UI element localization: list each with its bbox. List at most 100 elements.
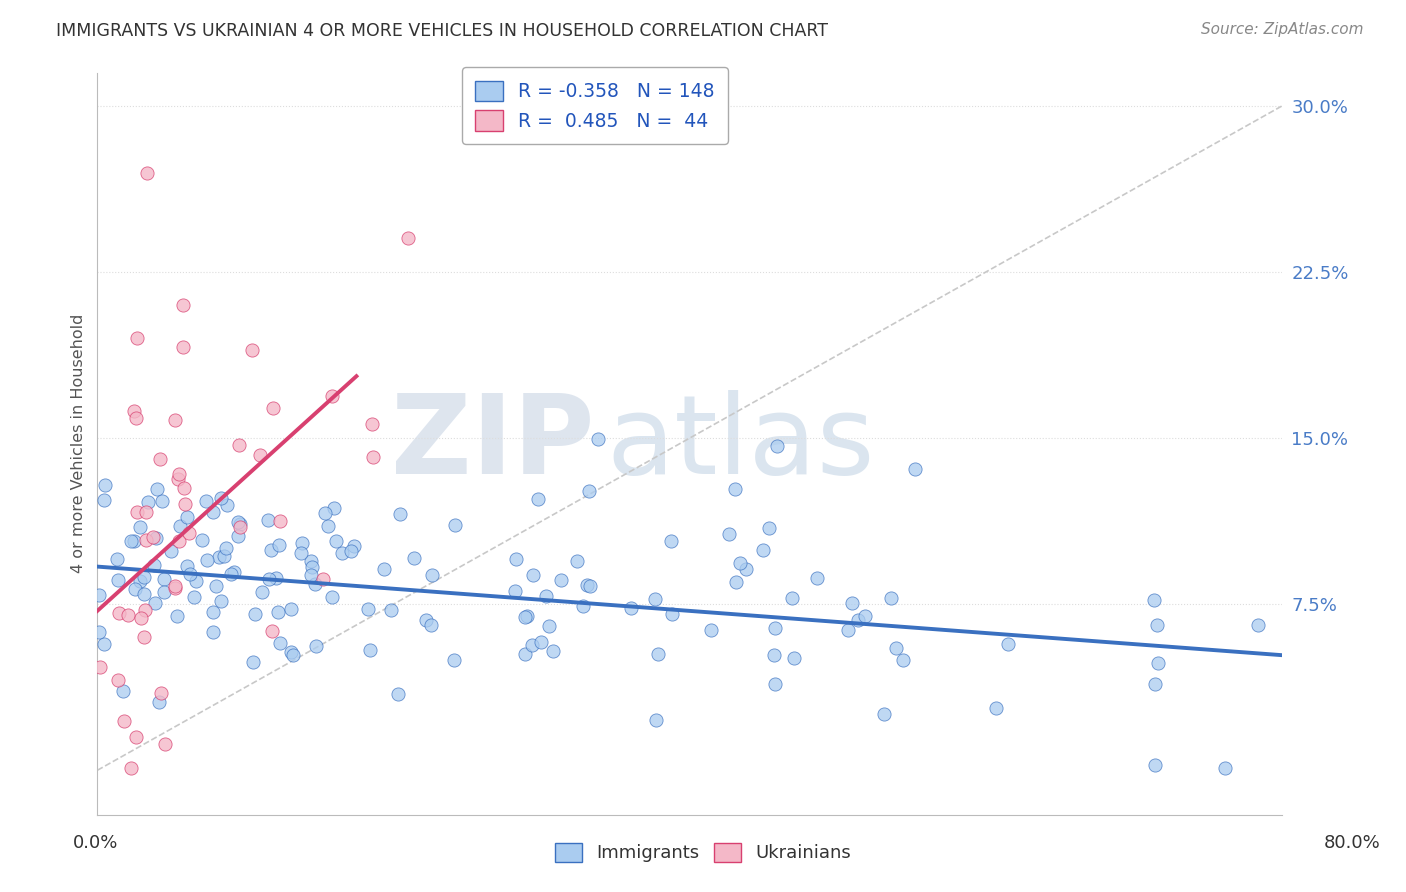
Point bbox=[169, 534, 191, 549]
Point bbox=[108, 606, 131, 620]
Point bbox=[150, 493, 173, 508]
Point bbox=[179, 566, 201, 581]
Point bbox=[880, 591, 903, 606]
Point bbox=[505, 551, 527, 566]
Point bbox=[132, 570, 155, 584]
Point bbox=[530, 635, 553, 649]
Point bbox=[1144, 677, 1167, 691]
Point bbox=[281, 648, 304, 663]
Point bbox=[176, 510, 198, 524]
Point bbox=[107, 673, 129, 687]
Point bbox=[215, 498, 238, 512]
Point bbox=[1143, 593, 1166, 607]
Point bbox=[373, 562, 395, 576]
Point bbox=[661, 607, 683, 621]
Point bbox=[135, 533, 157, 548]
Point bbox=[853, 608, 876, 623]
Point bbox=[301, 554, 323, 568]
Point bbox=[172, 340, 194, 354]
Point bbox=[194, 494, 217, 508]
Point bbox=[321, 590, 343, 604]
Point bbox=[550, 574, 572, 588]
Point bbox=[163, 582, 186, 596]
Point bbox=[202, 505, 225, 519]
Point bbox=[415, 613, 437, 627]
Point bbox=[513, 647, 536, 661]
Point bbox=[229, 520, 252, 534]
Point bbox=[120, 533, 142, 548]
Point bbox=[806, 571, 828, 585]
Point bbox=[262, 624, 284, 639]
Point bbox=[644, 592, 666, 607]
Point bbox=[724, 574, 747, 589]
Point bbox=[243, 607, 266, 622]
Point bbox=[1247, 617, 1270, 632]
Point bbox=[763, 677, 786, 691]
Point bbox=[183, 590, 205, 604]
Text: Source: ZipAtlas.com: Source: ZipAtlas.com bbox=[1201, 22, 1364, 37]
Point bbox=[167, 472, 190, 486]
Point bbox=[202, 605, 225, 619]
Point bbox=[659, 534, 682, 549]
Text: atlas: atlas bbox=[606, 390, 875, 497]
Point bbox=[728, 556, 751, 570]
Point bbox=[873, 707, 896, 722]
Point bbox=[250, 585, 273, 599]
Point bbox=[291, 536, 314, 550]
Point bbox=[576, 578, 599, 592]
Point bbox=[330, 546, 353, 560]
Point bbox=[586, 432, 609, 446]
Point bbox=[240, 343, 263, 357]
Point bbox=[208, 549, 231, 564]
Point bbox=[357, 602, 380, 616]
Point bbox=[644, 714, 666, 728]
Point bbox=[360, 417, 382, 432]
Point bbox=[146, 482, 169, 496]
Point bbox=[503, 584, 526, 599]
Point bbox=[136, 494, 159, 508]
Point bbox=[734, 562, 756, 576]
Point bbox=[758, 521, 780, 535]
Point bbox=[780, 591, 803, 605]
Point bbox=[765, 439, 787, 453]
Point bbox=[195, 553, 218, 567]
Point bbox=[513, 610, 536, 624]
Point bbox=[260, 543, 283, 558]
Point bbox=[148, 695, 170, 709]
Point bbox=[526, 492, 548, 507]
Point bbox=[522, 567, 544, 582]
Point bbox=[572, 599, 595, 613]
Point bbox=[169, 518, 191, 533]
Point bbox=[127, 331, 149, 345]
Point bbox=[647, 647, 669, 661]
Point bbox=[520, 638, 543, 652]
Point bbox=[299, 568, 322, 582]
Point bbox=[149, 452, 172, 467]
Point bbox=[125, 730, 148, 744]
Point bbox=[167, 467, 190, 481]
Legend: R = -0.358   N = 148, R =  0.485   N =  44: R = -0.358 N = 148, R = 0.485 N = 44 bbox=[461, 68, 728, 144]
Point bbox=[578, 483, 600, 498]
Point bbox=[89, 659, 111, 673]
Point bbox=[129, 574, 152, 589]
Point bbox=[752, 543, 775, 558]
Point bbox=[361, 450, 384, 464]
Point bbox=[249, 448, 271, 462]
Point bbox=[201, 624, 224, 639]
Point bbox=[841, 596, 863, 610]
Text: IMMIGRANTS VS UKRAINIAN 4 OR MORE VEHICLES IN HOUSEHOLD CORRELATION CHART: IMMIGRANTS VS UKRAINIAN 4 OR MORE VEHICL… bbox=[56, 22, 828, 40]
Point bbox=[219, 566, 242, 581]
Point bbox=[89, 624, 111, 639]
Point bbox=[340, 543, 363, 558]
Point bbox=[1146, 617, 1168, 632]
Point bbox=[387, 687, 409, 701]
Point bbox=[301, 560, 323, 574]
Point bbox=[343, 539, 366, 553]
Point bbox=[112, 714, 135, 729]
Point bbox=[322, 500, 344, 515]
Point bbox=[262, 401, 284, 415]
Point bbox=[124, 582, 146, 596]
Point bbox=[267, 606, 290, 620]
Point bbox=[305, 640, 328, 654]
Point bbox=[226, 515, 249, 529]
